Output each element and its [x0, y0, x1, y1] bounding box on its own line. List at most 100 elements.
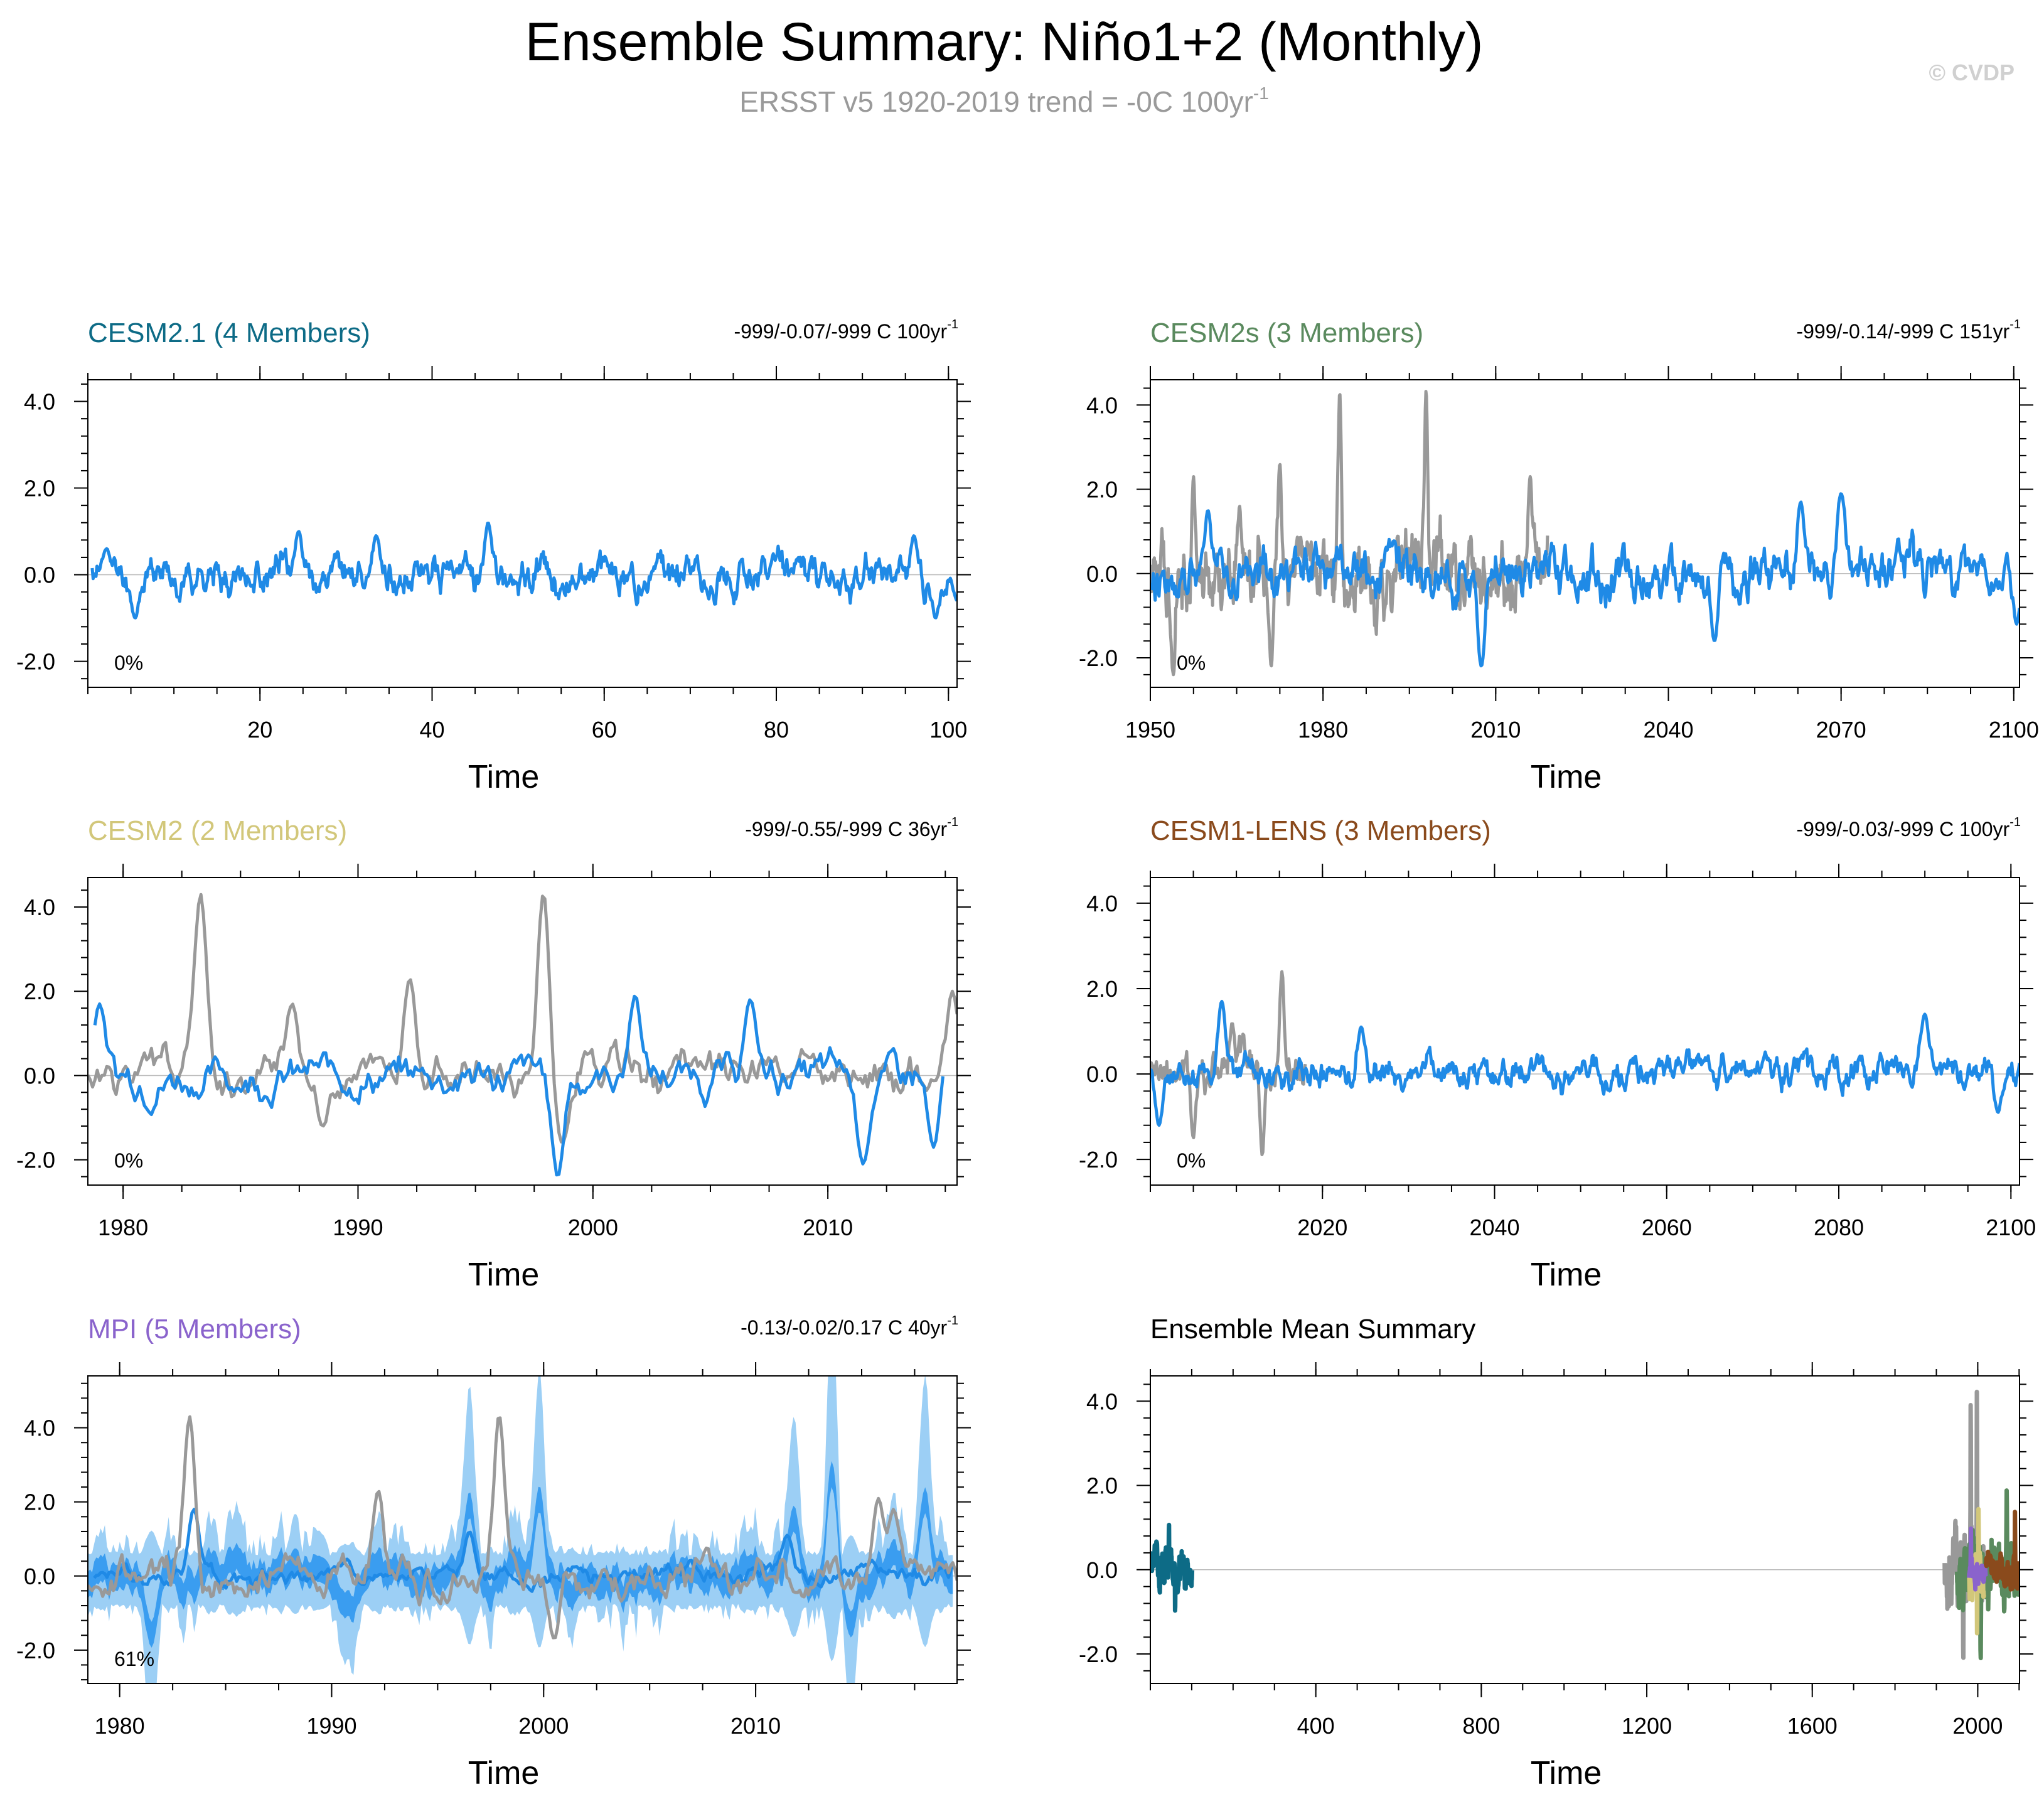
x-axis-label: Time — [1531, 1755, 1602, 1791]
ytick-label: -2.0 — [1079, 645, 1118, 671]
series-model — [1150, 492, 2020, 668]
xtick-label: 2040 — [1469, 1215, 1519, 1240]
ytick-label: 4.0 — [1086, 891, 1118, 916]
ytick-label: 2.0 — [1086, 477, 1118, 503]
trend-text: -999/-0.03/-999 C 100yr — [1796, 818, 2009, 840]
trend-sup: -1 — [2009, 318, 2021, 331]
percent-label: 0% — [1177, 652, 1206, 674]
subtitle-text: ERSST v5 1920-2019 trend = -0C 100yr — [739, 85, 1253, 118]
xtick-label: 2010 — [803, 1215, 853, 1240]
ytick-label: -2.0 — [1079, 1147, 1118, 1173]
series-model — [90, 522, 957, 620]
xtick-label: 1990 — [333, 1215, 383, 1240]
trend-label: -999/-0.14/-999 C 151yr-1 — [1796, 318, 2021, 343]
percent-label: 0% — [114, 652, 143, 674]
trend-text: -999/-0.55/-999 C 36yr — [745, 818, 947, 840]
xtick-label: 80 — [764, 717, 789, 743]
trend-text: -999/-0.14/-999 C 151yr — [1796, 320, 2009, 343]
series-spread-inner — [88, 1461, 953, 1648]
ytick-label: 4.0 — [24, 1415, 55, 1441]
panels: CESM2.1 (4 Members) -999/-0.07/-999 C 100… — [16, 318, 2039, 1791]
series-spread-outer — [88, 1376, 953, 1683]
ytick-label: 2.0 — [1086, 976, 1118, 1002]
panel-title: MPI (5 Members) — [88, 1314, 301, 1345]
plot-area — [1150, 390, 2020, 677]
percent-label: 0% — [1177, 1149, 1206, 1172]
plot-frame — [87, 877, 958, 1186]
ytick-label: 2.0 — [24, 1490, 55, 1515]
xtick-label: 2010 — [1470, 717, 1521, 743]
xtick-label: 2000 — [518, 1713, 569, 1739]
xtick-label: 60 — [592, 717, 617, 743]
plot-frame — [87, 379, 958, 688]
trend-label: -999/-0.03/-999 C 100yr-1 — [1796, 815, 2021, 840]
x-axis-label: Time — [1531, 759, 1602, 795]
xtick-label: 1600 — [1787, 1713, 1838, 1739]
ytick-label: 0.0 — [24, 1063, 55, 1088]
ytick-label: 0.0 — [1086, 1061, 1118, 1087]
xtick-label: 1200 — [1622, 1713, 1672, 1739]
series-MPI — [1967, 1526, 1988, 1592]
panel-cesm2: CESM2 (2 Members) -999/-0.55/-999 C 36yr-… — [16, 815, 971, 1293]
ytick-label: 4.0 — [1086, 392, 1118, 418]
trend-sup: -1 — [947, 815, 958, 829]
figure-subtitle: ERSST v5 1920-2019 trend = -0C 100yr-1 — [739, 83, 1269, 118]
series-obs — [88, 1415, 957, 1640]
plot-frame — [87, 1375, 958, 1684]
series-model — [1150, 999, 2020, 1127]
xtick-label: 2100 — [1989, 717, 2039, 743]
trend-text: -999/-0.07/-999 C 100yr — [734, 320, 947, 343]
xtick-label: 40 — [419, 717, 444, 743]
series-CESM2.1 — [1150, 1522, 1195, 1613]
xtick-label: 2080 — [1814, 1215, 1864, 1240]
ytick-label: 0.0 — [24, 562, 55, 588]
ytick-label: 4.0 — [1086, 1388, 1118, 1414]
trend-text: -0.13/-0.02/0.17 C 40yr — [741, 1316, 947, 1339]
panel-cesm2s: CESM2s (3 Members) -999/-0.14/-999 C 151y… — [1079, 318, 2039, 795]
xtick-label: 2100 — [1986, 1215, 2036, 1240]
trend-label: -999/-0.55/-999 C 36yr-1 — [745, 815, 958, 840]
panel-cesm21: CESM2.1 (4 Members) -999/-0.07/-999 C 100… — [16, 318, 971, 795]
series-model — [93, 1508, 955, 1593]
xtick-label: 2070 — [1816, 717, 1866, 743]
percent-label: 61% — [114, 1648, 154, 1670]
plot-area — [88, 1376, 957, 1683]
xtick-label: 1980 — [98, 1215, 148, 1240]
xtick-label: 2010 — [730, 1713, 781, 1739]
ytick-label: 4.0 — [24, 894, 55, 920]
xtick-label: 1980 — [95, 1713, 145, 1739]
series-obs — [88, 893, 957, 1144]
panel-mpi: MPI (5 Members) -0.13/-0.02/0.17 C 40yr-1… — [16, 1314, 971, 1791]
subtitle-sup: -1 — [1253, 83, 1269, 103]
ytick-label: -2.0 — [1079, 1641, 1118, 1667]
trend-sup: -1 — [947, 318, 958, 331]
plot-area — [90, 522, 957, 620]
ytick-label: -2.0 — [16, 1638, 55, 1663]
x-axis-label: Time — [1531, 1257, 1602, 1293]
xtick-label: 1980 — [1298, 717, 1348, 743]
ytick-label: -2.0 — [16, 1147, 55, 1173]
ytick-label: 2.0 — [24, 979, 55, 1004]
plot-frame — [1150, 379, 2020, 688]
trend-sup: -1 — [2009, 815, 2021, 829]
plot-area — [88, 893, 957, 1177]
xtick-label: 1950 — [1125, 717, 1175, 743]
panel-title: CESM2 (2 Members) — [88, 815, 347, 846]
percent-label: 0% — [114, 1149, 143, 1172]
plot-frame — [1150, 1375, 2020, 1684]
xtick-label: 2020 — [1297, 1215, 1347, 1240]
series-CESM1-LENS — [1984, 1510, 2020, 1592]
xtick-label: 2060 — [1642, 1215, 1692, 1240]
xtick-label: 2040 — [1643, 717, 1693, 743]
trend-label: -0.13/-0.02/0.17 C 40yr-1 — [741, 1314, 958, 1339]
xtick-label: 1990 — [306, 1713, 356, 1739]
plot-area — [1150, 970, 2020, 1156]
xtick-label: 100 — [929, 717, 967, 743]
xtick-label: 800 — [1462, 1713, 1500, 1739]
panel-title: CESM2s (3 Members) — [1150, 318, 1423, 348]
ytick-label: 0.0 — [24, 1564, 55, 1589]
ytick-label: 0.0 — [1086, 1557, 1118, 1583]
ytick-label: 2.0 — [1086, 1473, 1118, 1499]
ytick-label: 2.0 — [24, 476, 55, 502]
